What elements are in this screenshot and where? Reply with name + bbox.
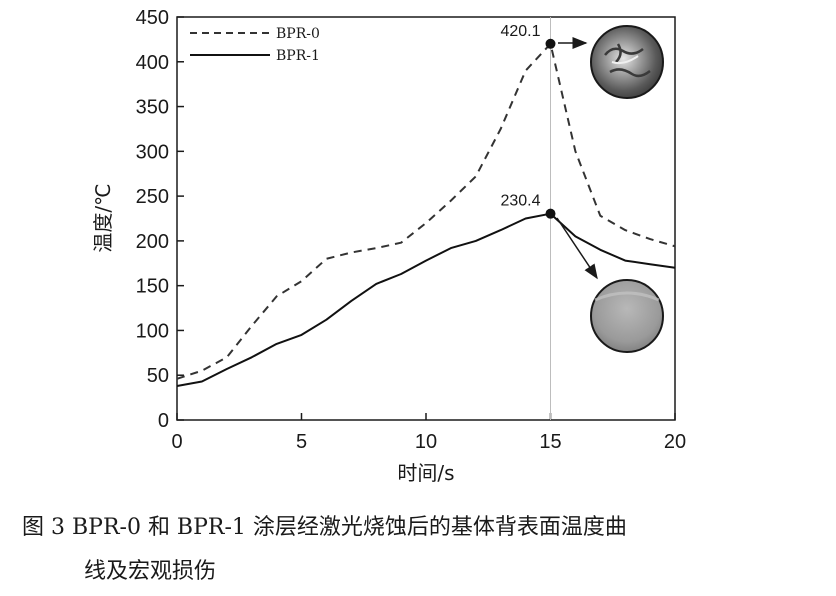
- peak-label-bpr-1: 230.4: [500, 193, 540, 210]
- series-line-bpr-1: [176, 212, 676, 387]
- x-tick-label: 15: [539, 431, 561, 453]
- x-tick-label: 10: [415, 431, 437, 453]
- peak-point-bpr-1: [545, 208, 556, 219]
- figure-caption: 图 3 BPR-0 和 BPR-1 涂层经激光烧蚀后的基体背表面温度曲 线及宏观…: [22, 506, 822, 594]
- damage-image-bpr-0: [590, 25, 664, 99]
- caption-line-2: 线及宏观损伤: [84, 559, 217, 584]
- legend-label-bpr-0: BPR-0: [276, 26, 320, 42]
- y-tick-label: 350: [136, 97, 169, 119]
- x-tick-label: 5: [296, 431, 307, 453]
- annotation-layer: 420.1 230.4: [500, 23, 556, 219]
- y-tick-label: 450: [136, 7, 169, 29]
- y-axis-label: 温度/℃: [91, 183, 115, 252]
- x-tick-label: 20: [664, 431, 686, 453]
- y-axis: 0 50 100 150 200 250 300 350 400 450: [136, 7, 184, 432]
- x-tick-label: 0: [171, 431, 182, 453]
- y-tick-label: 150: [136, 276, 169, 298]
- series-layer: [176, 42, 676, 387]
- caption-line-1: 图 3 BPR-0 和 BPR-1 涂层经激光烧蚀后的基体背表面温度曲: [22, 515, 627, 540]
- x-axis-label: 时间/s: [397, 461, 454, 485]
- y-tick-label: 300: [136, 141, 169, 163]
- y-tick-label: 200: [136, 231, 169, 253]
- peak-point-bpr-0: [545, 38, 556, 49]
- legend: BPR-0 BPR-1: [190, 26, 320, 64]
- y-tick-label: 0: [158, 410, 169, 432]
- temperature-chart: 0 50 100 150 200 250 300 350 400 450 0 5 10 15 20 420…: [91, 7, 686, 485]
- y-tick-label: 250: [136, 186, 169, 208]
- y-tick-label: 100: [136, 320, 169, 342]
- damage-image-bpr-1: [590, 279, 664, 353]
- legend-label-bpr-1: BPR-1: [276, 48, 320, 64]
- x-axis: 0 5 10 15 20: [171, 413, 686, 453]
- peak-label-bpr-0: 420.1: [500, 23, 540, 40]
- arrow-to-bpr-1-image: [556, 217, 598, 280]
- y-tick-label: 50: [147, 365, 169, 387]
- y-tick-label: 400: [136, 52, 169, 74]
